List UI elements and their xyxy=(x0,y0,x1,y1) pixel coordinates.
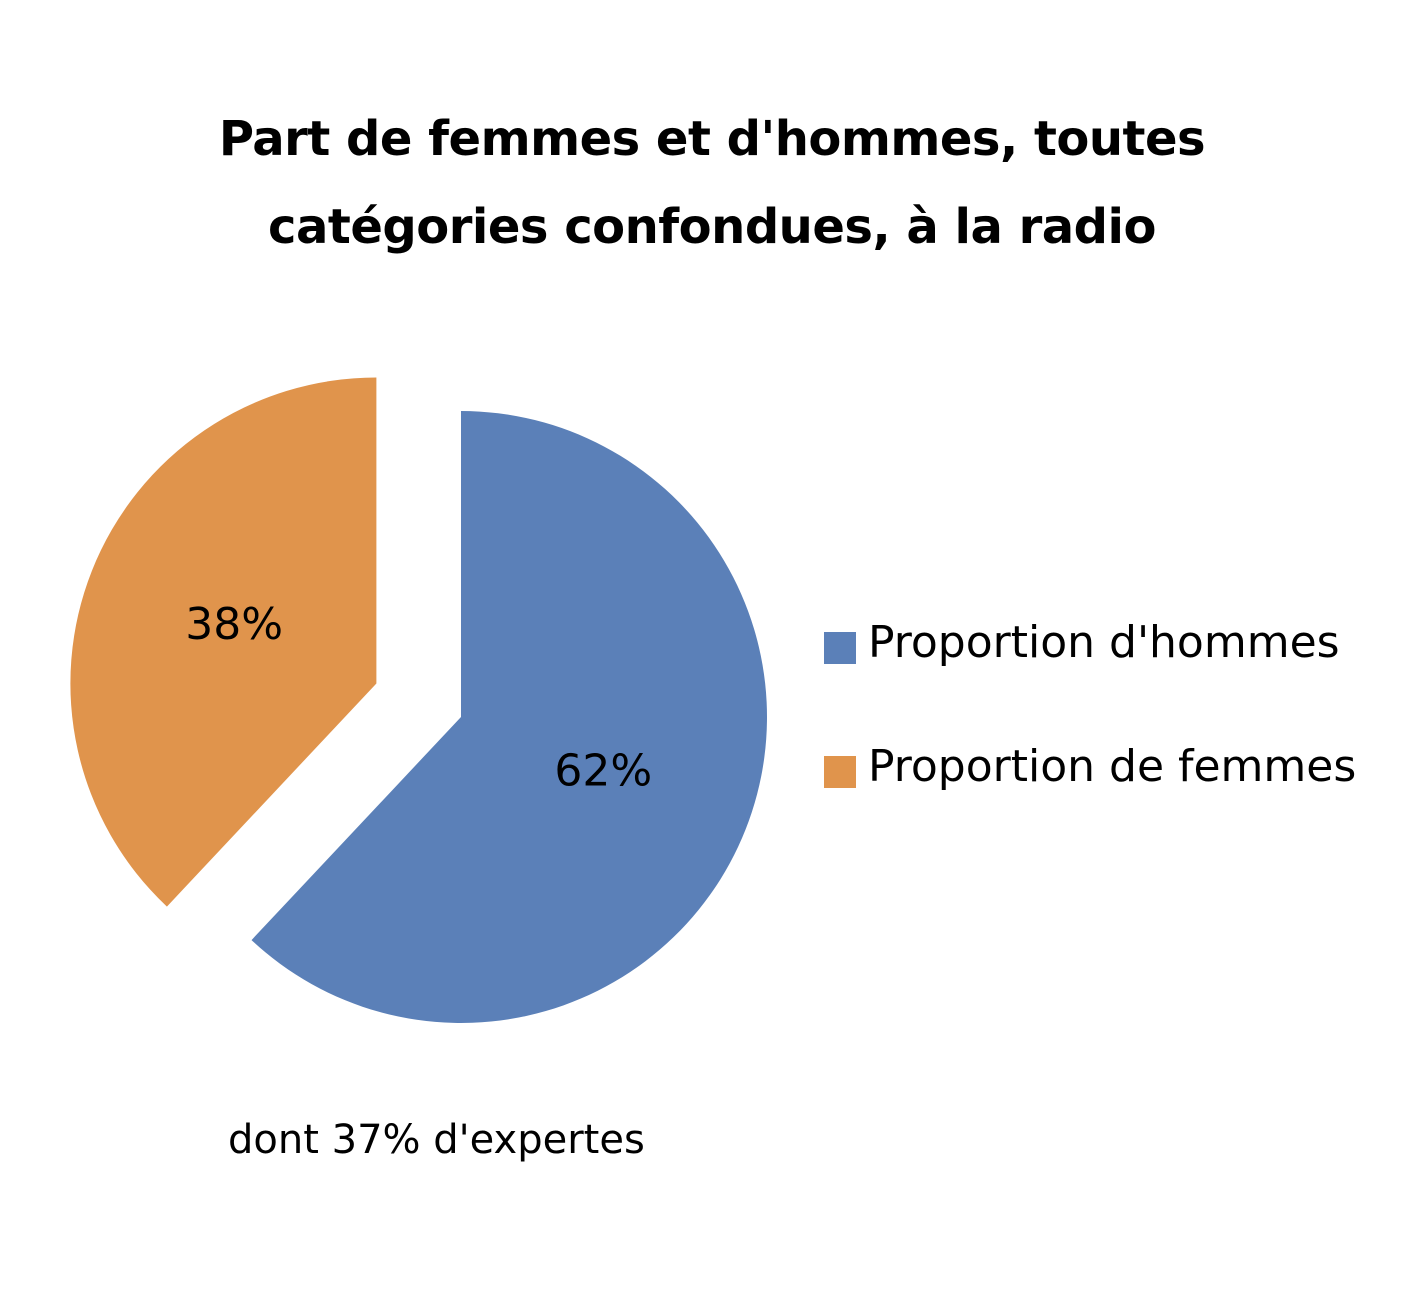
chart-title-line-2: catégories confondues, à la radio xyxy=(268,199,1156,255)
legend-label-hommes: Proportion d'hommes xyxy=(868,617,1340,668)
pie-slice-hommes xyxy=(251,411,768,1024)
chart-annotation: dont 37% d'expertes xyxy=(228,1117,645,1163)
legend-label-femmes: Proportion de femmes xyxy=(868,741,1357,792)
pie-slice-labels: 62% 38% xyxy=(185,599,652,796)
legend-swatch-femmes xyxy=(824,756,856,788)
pie-slice-femmes-label: 38% xyxy=(185,599,283,650)
chart-title: Part de femmes et d'hommes, toutes catég… xyxy=(0,95,1424,271)
legend-swatch-hommes xyxy=(824,632,856,664)
chart-title-line-1: Part de femmes et d'hommes, toutes xyxy=(218,111,1206,167)
pie-slices xyxy=(70,377,768,1024)
pie-slice-femmes xyxy=(70,377,377,907)
pie-slice-hommes-label: 62% xyxy=(554,745,652,796)
